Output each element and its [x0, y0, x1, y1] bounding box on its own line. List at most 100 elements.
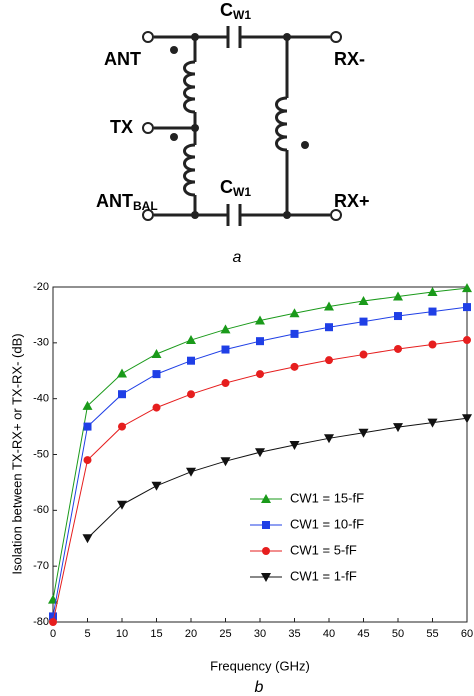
- marker: [117, 500, 127, 510]
- label-sub: W1: [233, 185, 251, 199]
- y-tick-label: -80: [33, 616, 49, 628]
- x-tick-label: 15: [150, 628, 162, 640]
- x-tick-label: 20: [185, 628, 197, 640]
- marker: [82, 400, 93, 410]
- x-tick-label: 10: [116, 628, 128, 640]
- marker: [187, 390, 195, 399]
- terminal: [330, 209, 342, 221]
- x-tick-label: 35: [288, 628, 300, 640]
- terminal: [142, 209, 154, 221]
- circuit: ANT TX ANTBAL CW1 CW1 RX- RX+ a: [96, 0, 370, 266]
- series-line: [87, 417, 468, 539]
- marker: [394, 344, 402, 353]
- marker: [220, 457, 231, 467]
- node: [191, 211, 199, 219]
- marker: [393, 423, 403, 433]
- marker: [220, 324, 231, 334]
- label: C: [220, 0, 233, 20]
- y-tick-label: -70: [33, 560, 49, 572]
- label: ANT: [96, 191, 133, 211]
- marker: [359, 350, 368, 359]
- label: RX-: [334, 49, 365, 69]
- x-tick-label: 50: [392, 628, 404, 640]
- marker: [83, 456, 92, 465]
- label: RX+: [334, 191, 370, 211]
- label-sub: BAL: [133, 199, 158, 213]
- marker: [49, 612, 57, 621]
- series-line: [52, 306, 468, 617]
- x-tick-label: 5: [84, 628, 90, 640]
- y-tick-label: -50: [33, 448, 49, 460]
- dot: [301, 141, 309, 149]
- marker: [256, 337, 264, 346]
- x-tick-label: 40: [323, 628, 335, 640]
- x-tick-label: 60: [461, 628, 473, 640]
- marker: [49, 618, 57, 626]
- marker: [462, 414, 472, 424]
- marker: [83, 422, 92, 431]
- marker: [359, 317, 368, 326]
- x-axis-label: Frequency (GHz): [210, 658, 310, 673]
- marker: [289, 308, 300, 318]
- x-tick-label: 55: [426, 628, 438, 640]
- node: [283, 211, 291, 219]
- marker: [262, 521, 270, 529]
- marker: [290, 362, 299, 371]
- chart: Frequency (GHz) Isolation between TX-RX+…: [9, 281, 473, 696]
- marker: [117, 368, 127, 378]
- marker: [358, 428, 369, 438]
- label: ANT: [104, 49, 141, 69]
- marker: [428, 307, 437, 316]
- y-axis-label: Isolation between TX-RX+ or TX-RX- (dB): [9, 333, 24, 574]
- legend-label: CW1 = 1-fF: [290, 568, 357, 583]
- legend-label: CW1 = 10-fF: [290, 516, 364, 531]
- marker: [186, 467, 196, 477]
- label: CW1: [220, 177, 251, 199]
- label: ANTBAL: [96, 191, 158, 213]
- inductor: [183, 60, 288, 197]
- marker: [428, 340, 437, 349]
- node: [191, 124, 199, 132]
- node: [283, 33, 291, 41]
- x-tick-label: 30: [254, 628, 266, 640]
- marker: [256, 370, 264, 379]
- y-tick-label: -30: [33, 337, 49, 349]
- marker: [221, 345, 230, 354]
- marker: [186, 335, 196, 345]
- x-tick-label: 45: [357, 628, 369, 640]
- legend-label: CW1 = 5-fF: [290, 542, 357, 557]
- legend-label: CW1 = 15-fF: [290, 490, 364, 505]
- series-line: [52, 339, 468, 623]
- y-tick-label: -60: [33, 504, 49, 516]
- marker: [290, 329, 299, 338]
- marker: [255, 315, 265, 325]
- marker: [151, 349, 162, 358]
- marker: [462, 283, 472, 293]
- dot: [170, 133, 178, 141]
- marker: [187, 356, 195, 365]
- marker: [82, 534, 93, 544]
- caption: a: [233, 249, 242, 266]
- marker: [463, 303, 471, 312]
- marker: [358, 295, 369, 305]
- marker: [118, 390, 126, 399]
- marker: [325, 356, 333, 365]
- terminal: [142, 122, 154, 134]
- label: TX: [110, 117, 133, 137]
- marker: [325, 323, 333, 332]
- marker: [261, 573, 271, 582]
- marker: [324, 301, 334, 311]
- y-tick-label: -40: [33, 393, 49, 405]
- marker: [262, 547, 270, 555]
- label-sub: W1: [233, 8, 251, 22]
- label: C: [220, 177, 233, 197]
- marker: [151, 481, 162, 491]
- marker: [118, 422, 126, 431]
- node: [191, 33, 199, 41]
- x-tick-label: 25: [219, 628, 231, 640]
- terminal: [142, 31, 154, 43]
- x-tick-label: 0: [50, 628, 56, 640]
- y-tick-label: -20: [33, 281, 49, 293]
- marker: [324, 434, 334, 444]
